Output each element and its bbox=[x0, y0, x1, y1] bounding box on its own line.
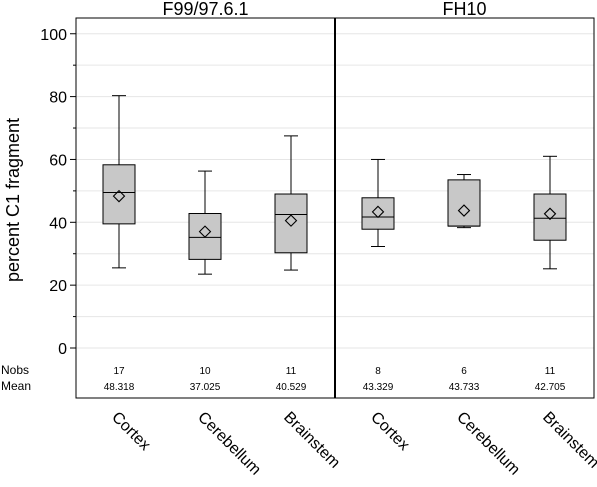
nobs-value: 8 bbox=[375, 366, 381, 377]
nobs-row-label: Nobs bbox=[1, 363, 29, 377]
mean-row-label: Mean bbox=[1, 379, 31, 393]
iqr-box bbox=[447, 179, 481, 227]
nobs-value: 17 bbox=[113, 366, 125, 377]
iqr-box bbox=[102, 164, 136, 225]
nobs-value: 6 bbox=[461, 366, 467, 377]
iqr-box bbox=[188, 213, 222, 260]
box-group bbox=[533, 155, 567, 270]
x-category-label: Cortex bbox=[108, 409, 153, 454]
y-tick-label: 20 bbox=[49, 278, 67, 295]
mean-marker bbox=[457, 204, 471, 217]
nobs-value: 11 bbox=[545, 366, 556, 377]
mean-value: 43.329 bbox=[363, 382, 394, 393]
box-group bbox=[447, 174, 481, 229]
x-category-label: Cerebellum bbox=[194, 409, 264, 479]
y-tick-label: 40 bbox=[49, 215, 67, 232]
y-tick-label: 80 bbox=[49, 90, 67, 107]
box-group bbox=[188, 170, 222, 275]
iqr-box bbox=[274, 193, 308, 254]
box-group bbox=[102, 95, 136, 269]
mean-marker bbox=[371, 205, 385, 219]
y-tick-label: 60 bbox=[49, 152, 67, 169]
iqr-box bbox=[361, 197, 395, 230]
x-category-label: Brainstem bbox=[280, 409, 343, 472]
box-group bbox=[361, 158, 395, 247]
mean-marker bbox=[198, 225, 212, 238]
mean-value: 42.705 bbox=[535, 382, 566, 393]
x-category-label: Brainstem bbox=[539, 409, 597, 472]
y-axis-label: percent C1 fragment bbox=[3, 118, 23, 282]
mean-value: 40.529 bbox=[276, 382, 307, 393]
y-tick-label: 100 bbox=[40, 27, 67, 44]
x-category-label: Cerebellum bbox=[453, 409, 523, 479]
mean-marker bbox=[284, 214, 298, 227]
box-group bbox=[274, 135, 308, 271]
mean-value: 37.025 bbox=[190, 382, 221, 393]
mean-marker bbox=[112, 189, 126, 203]
panel-title: F99/97.6.1 bbox=[162, 0, 248, 19]
mean-value: 48.318 bbox=[104, 382, 135, 393]
nobs-value: 11 bbox=[286, 366, 297, 377]
mean-marker bbox=[543, 207, 557, 221]
iqr-box bbox=[533, 193, 567, 241]
y-tick-label: 0 bbox=[58, 341, 67, 358]
x-category-label: Cortex bbox=[367, 409, 412, 454]
mean-value: 43.733 bbox=[449, 382, 480, 393]
panel-title: FH10 bbox=[442, 0, 486, 19]
nobs-value: 10 bbox=[199, 366, 211, 377]
